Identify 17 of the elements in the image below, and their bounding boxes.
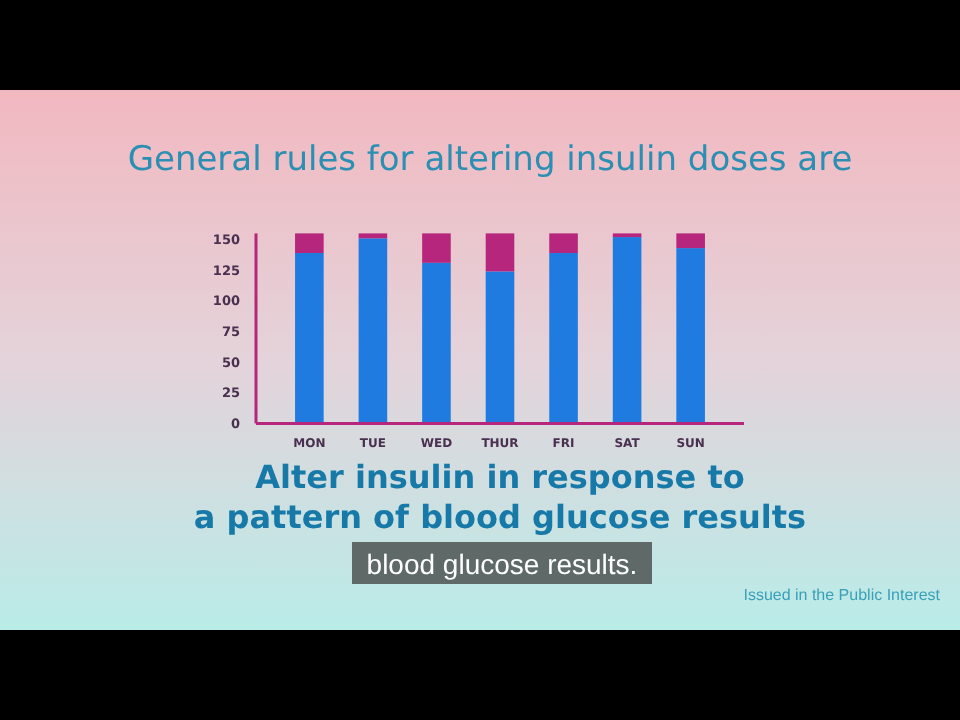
bar <box>358 233 388 239</box>
bar <box>612 237 642 424</box>
bar <box>676 248 705 424</box>
bar <box>422 262 451 424</box>
bar <box>422 233 451 263</box>
bar <box>549 233 578 254</box>
text: Issued in the Public Interest <box>743 586 942 604</box>
bar <box>358 238 388 424</box>
bar <box>485 271 515 424</box>
bar <box>485 233 515 272</box>
bar <box>295 233 324 254</box>
bar <box>295 253 324 424</box>
bar <box>676 233 705 249</box>
bar <box>549 253 578 424</box>
text: blood glucose results. <box>366 548 638 580</box>
text: Alter insulin in response to a pattern of blood glucose results <box>193 458 807 536</box>
chart-title: General rules for altering insulin doses are <box>127 140 853 180</box>
